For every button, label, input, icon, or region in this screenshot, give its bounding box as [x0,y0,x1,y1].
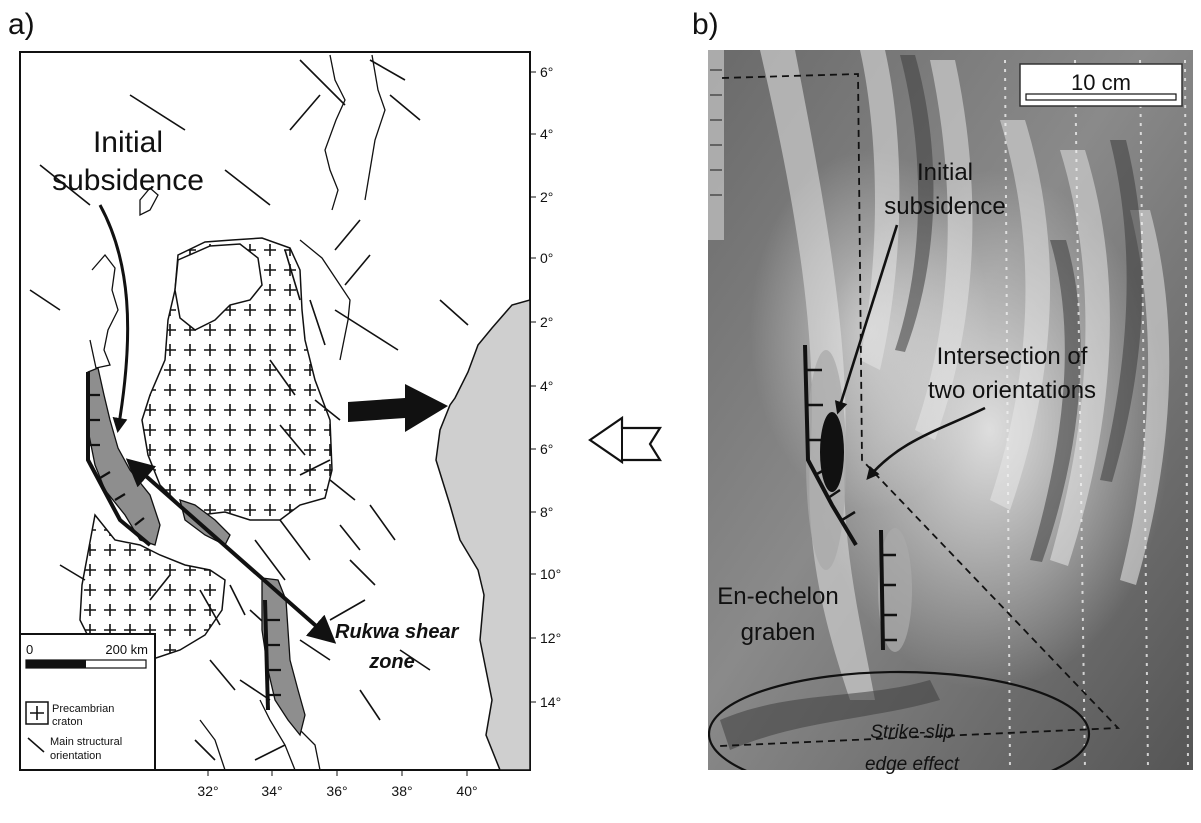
lake-victoria [174,243,263,331]
initial-subsidence-label: subsidence [52,164,204,197]
lat-tick-label: 4° [540,126,553,142]
lat-tick-label: 6° [540,441,553,457]
lat-tick-label: 14° [540,694,561,710]
initial-subsidence-label: Initial [93,126,163,159]
edge-effect-label: edge effect [865,754,960,775]
lat-tick-label: 2° [540,189,553,205]
lon-ticks: 32° 34° 36° 38° 40° [197,770,478,799]
analogue-photo [708,50,1193,770]
rukwa-shear-arrow [125,458,337,644]
edge-effect-ellipse [708,670,1091,770]
lat-tick-label: 4° [540,378,553,394]
photo-scale-bar: 10 cm [1019,63,1183,107]
lon-tick-label: 36° [326,783,347,799]
intersection-label: Intersection of [937,343,1088,370]
map-legend: 0 200 km Precambrian craton Main structu… [19,633,156,771]
structural-swatch [27,737,45,753]
map-panel: 6° 4° 2° 0° 2° 4° 6° 8° 10° 12° 14° 32° … [19,51,561,799]
intersection-arrow [866,406,986,480]
rukwa-shear-label: zone [368,651,415,673]
rift-outline [89,54,386,369]
lon-tick-label: 40° [456,783,477,799]
scale-bar-label: 10 cm [1071,70,1131,95]
extension-arrow-filled [348,384,448,432]
scale-end-label: 200 km [105,642,148,657]
initial-subsidence-arrow [98,204,130,433]
lat-tick-label: 8° [540,504,553,520]
lat-tick-label: 10° [540,566,561,582]
panel-b-label: b) [692,8,719,41]
craton-legend-label: craton [52,716,83,728]
edge-effect-label: Strike-slip [870,722,953,743]
initial-subsidence-spot [820,412,844,492]
lat-ticks: 6° 4° 2° 0° 2° 4° 6° 8° 10° 12° 14° [530,64,561,710]
structural-legend-label: orientation [50,750,101,762]
lon-tick-label: 34° [261,783,282,799]
graben-label: En-echelon [717,583,838,610]
graben-en-echelon [878,528,912,652]
initial-subsidence-arrow-b [834,224,899,415]
lat-tick-label: 0° [540,250,553,266]
intersection-label: two orientations [928,377,1096,404]
lon-tick-label: 38° [391,783,412,799]
indian-ocean [435,299,530,770]
graben-label: graben [741,619,816,646]
initial-subsidence-label-b: Initial [917,159,973,186]
lon-tick-label: 32° [197,783,218,799]
craton-legend-label: Precambrian [52,703,114,715]
lat-tick-label: 12° [540,630,561,646]
scale-start-label: 0 [26,642,33,657]
dashed-boundary [719,73,1121,747]
structural-legend-label: Main structural [50,736,122,748]
lat-tick-label: 2° [540,314,553,330]
lat-tick-label: 6° [540,64,553,80]
panel-a-label: a) [8,8,35,41]
rukwa-shear-label: Rukwa shear [335,621,460,643]
initial-subsidence-label-b: subsidence [884,193,1005,220]
open-arrow-left-icon [588,415,662,465]
